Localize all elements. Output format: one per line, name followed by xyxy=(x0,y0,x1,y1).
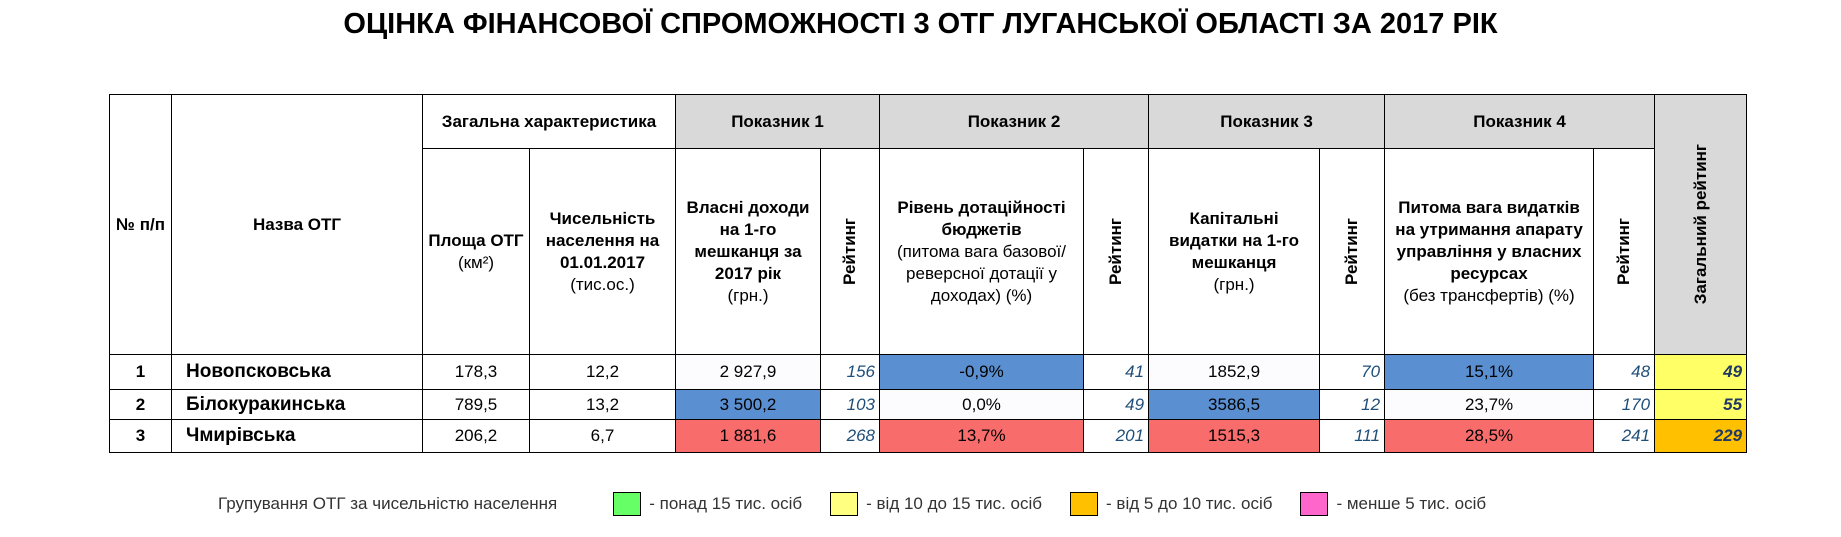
legend-item: - від 5 до 10 тис. осіб xyxy=(1070,492,1272,516)
cell: 23,7% xyxy=(1384,389,1595,420)
cell: 268 xyxy=(819,419,881,453)
indicator-label: Капітальні видатки на 1-го мешканця xyxy=(1169,208,1300,272)
legend-title: Групування ОТГ за чисельністю населення xyxy=(218,494,558,513)
cell: 241 xyxy=(1593,419,1656,453)
cell: 49 xyxy=(1083,389,1150,420)
cell: 229 xyxy=(1654,419,1748,453)
data-row: 2 Білокуракинська 789,5 13,2 3 500,2 103 0,0% 4… xyxy=(109,389,1748,420)
legend-label: - понад 15 тис. осіб xyxy=(649,494,803,513)
header-area: Площа ОТГ xyxy=(428,230,524,250)
header-number: № п/п xyxy=(109,94,172,355)
header-general: Загальна характеристика xyxy=(422,94,676,149)
header-indicator: Показник 2 xyxy=(879,94,1150,149)
legend-swatch xyxy=(613,492,642,516)
cell: Білокуракинська xyxy=(171,389,423,420)
header-indicator: Показник 3 xyxy=(1148,94,1386,149)
cell: 15,1% xyxy=(1384,354,1595,390)
header-indicator: Показник 4 xyxy=(1384,94,1656,149)
rating-header-cell: Рейтинг xyxy=(819,148,881,355)
cell: 1 881,6 xyxy=(675,419,821,453)
header-cell: Власні доходи на 1-го мешканця за 2017 р… xyxy=(675,148,821,355)
cell: 0,0% xyxy=(879,389,1085,420)
rating-header: Рейтинг xyxy=(1614,218,1634,285)
rating-table: № п/п Назва ОТГ Загальна характеристика … xyxy=(109,94,1748,453)
cell: 103 xyxy=(819,389,881,420)
legend-label: - від 10 до 15 тис. осіб xyxy=(866,494,1043,513)
header-indicator: Показник 1 xyxy=(674,94,881,149)
header-cell: Рівень дотаційності бюджетів (питома вага… xyxy=(879,148,1085,355)
cell: 3586,5 xyxy=(1148,389,1321,420)
rating-header-cell: Рейтинг xyxy=(1593,148,1656,355)
cell: 789,5 xyxy=(422,389,530,420)
cell: 1 xyxy=(109,354,172,390)
cell: 3 xyxy=(109,419,172,453)
header-name: Назва ОТГ xyxy=(171,94,423,355)
cell: Новопсковська xyxy=(171,354,423,390)
cell: Чмирівська xyxy=(171,419,423,453)
rating-header-cell: Рейтинг xyxy=(1083,148,1150,355)
cell: 111 xyxy=(1319,419,1386,453)
cell: 2 927,9 xyxy=(675,354,821,390)
legend-item: - понад 15 тис. осіб xyxy=(613,492,802,516)
indicator-label: Рівень дотаційності бюджетів xyxy=(897,197,1066,239)
rating-header: Рейтинг xyxy=(840,218,859,285)
data-row: 1 Новопсковська 178,3 12,2 2 927,9 156 -0,9% 41… xyxy=(109,354,1748,390)
cell: 170 xyxy=(1593,389,1656,420)
rating-header: Рейтинг xyxy=(1342,218,1362,285)
header-cell: Капітальні видатки на 1-го мешканця (грн.… xyxy=(1148,148,1321,355)
cell: 13,2 xyxy=(529,389,676,420)
rating-header: Рейтинг xyxy=(1106,218,1126,285)
header-population: Чисельність населення на 01.01.2017 xyxy=(545,208,660,272)
rating-header-cell: Рейтинг xyxy=(1319,148,1386,355)
cell: 6,7 xyxy=(529,419,676,453)
cell: 55 xyxy=(1654,389,1748,420)
header-unit: (питома вага базової/ реверсної дотації … xyxy=(897,241,1067,305)
cell: 41 xyxy=(1083,354,1150,390)
header-unit: (км²) xyxy=(457,252,495,272)
cell: 12 xyxy=(1319,389,1386,420)
cell: 178,3 xyxy=(422,354,530,390)
legend-swatch xyxy=(1300,492,1329,516)
legend-swatch xyxy=(830,492,859,516)
cell: 3 500,2 xyxy=(675,389,821,420)
header-row: Площа ОТГ (км²) Чисельність населення на … xyxy=(110,148,1747,355)
cell: 48 xyxy=(1593,354,1656,390)
legend-swatch xyxy=(1070,492,1099,516)
cell: 13,7% xyxy=(879,419,1085,453)
legend-label: - менше 5 тис. осіб xyxy=(1336,494,1487,513)
legend-label: - від 5 до 10 тис. осіб xyxy=(1106,494,1273,513)
header-row: № п/п Назва ОТГ Загальна характеристика … xyxy=(109,94,1748,355)
cell: 156 xyxy=(819,354,881,390)
legend-item: - менше 5 тис. осіб xyxy=(1300,492,1486,516)
indicator-label: Власні доходи на 1-го мешканця за 2017 р… xyxy=(686,197,810,283)
header-unit: (тис.ос.) xyxy=(570,274,635,294)
header-unit: (грн.) xyxy=(727,285,769,305)
header-total: Загальний рейтинг xyxy=(1690,144,1710,305)
cell: -0,9% xyxy=(879,354,1085,390)
legend-item: - від 10 до 15 тис. осіб xyxy=(830,492,1042,516)
cell: 2 xyxy=(109,389,172,420)
title: ОЦІНКА ФІНАНСОВОЇ СПРОМОЖНОСТІ 3 ОТГ ЛУГ… xyxy=(343,8,1498,40)
cell: 206,2 xyxy=(422,419,530,453)
cell: 49 xyxy=(1654,354,1748,390)
header-total-cell: Загальний рейтинг xyxy=(1654,94,1748,355)
cell: 70 xyxy=(1319,354,1386,390)
header-unit: (грн.) xyxy=(1213,274,1255,294)
cell: 1852,9 xyxy=(1148,354,1321,390)
header-cell: Питома вага видатків на утримання апарат… xyxy=(1384,148,1595,355)
header-cell: Чисельність населення на 01.01.2017 (тис.… xyxy=(529,148,676,355)
cell: 201 xyxy=(1083,419,1150,453)
header-cell: Площа ОТГ (км²) xyxy=(422,148,530,355)
cell: 1515,3 xyxy=(1148,419,1321,453)
header-unit: (без трансфертів) (%) xyxy=(1403,285,1575,305)
cell: 12,2 xyxy=(529,354,676,390)
data-row: 3 Чмирівська 206,2 6,7 1 881,6 268 13,7% 201 151… xyxy=(109,419,1748,453)
legend: Групування ОТГ за чисельністю населення … xyxy=(218,490,1486,518)
indicator-label: Питома вага видатків на утримання апарат… xyxy=(1395,197,1583,283)
cell: 28,5% xyxy=(1384,419,1595,453)
